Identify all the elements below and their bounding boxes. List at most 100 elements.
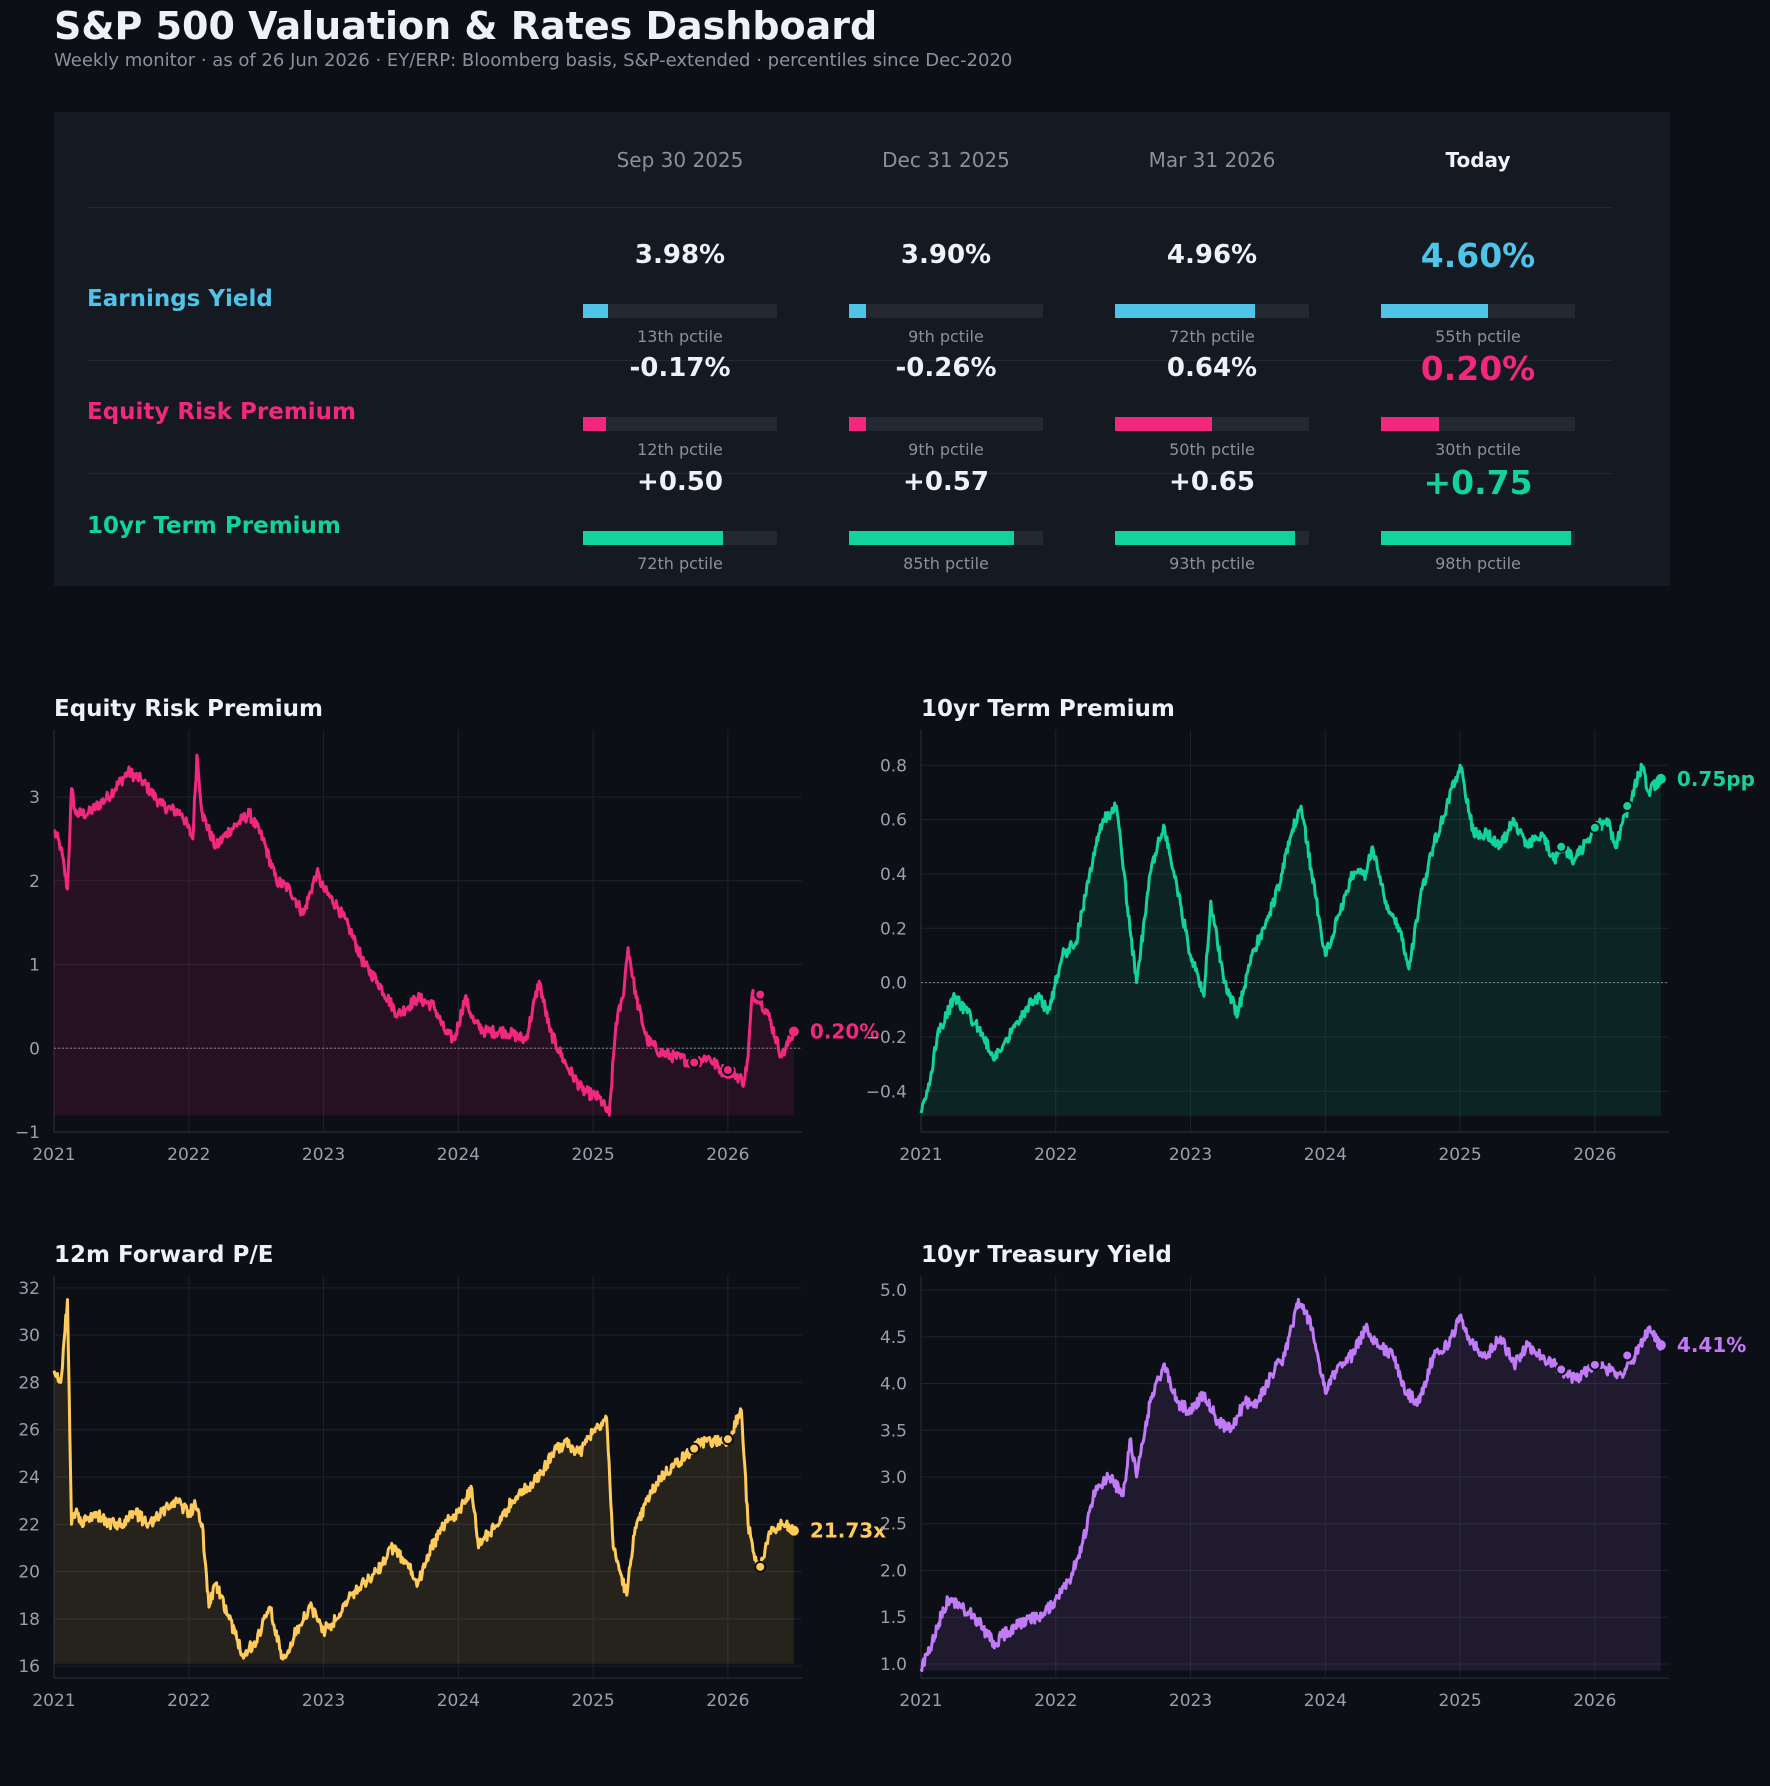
metric-value: 0.20% — [1420, 349, 1536, 388]
percentile-bar-fill — [583, 417, 607, 431]
page-title: S&P 500 Valuation & Rates Dashboard — [54, 4, 878, 48]
percentile-bar — [1115, 417, 1309, 431]
summary-panel — [54, 112, 1670, 586]
column-header: Today — [1445, 148, 1511, 172]
y-tick-label: 3.5 — [880, 1421, 907, 1441]
y-tick-label: 2.0 — [880, 1561, 907, 1581]
metric-value: -0.26% — [895, 353, 997, 383]
percentile-label: 55th pctile — [1435, 327, 1521, 346]
y-tick-label: 0.8 — [880, 756, 907, 776]
metric-value: 4.96% — [1166, 240, 1258, 270]
column-header: Dec 31 2025 — [882, 148, 1010, 172]
y-tick-label: 5.0 — [880, 1281, 907, 1301]
metric-value: -0.17% — [629, 353, 731, 383]
latest-point — [788, 1525, 799, 1536]
y-tick-label: 4.5 — [880, 1328, 907, 1348]
series-area — [921, 1299, 1661, 1671]
x-tick-label: 2021 — [899, 1691, 942, 1711]
latest-value-label: 4.41% — [1677, 1333, 1746, 1357]
chart-title: 10yr Term Premium — [921, 696, 1175, 722]
y-tick-label: 22 — [18, 1515, 40, 1535]
column-header: Mar 31 2026 — [1148, 148, 1276, 172]
y-tick-label: 2 — [29, 872, 40, 892]
metric-value: 4.60% — [1420, 236, 1536, 275]
quarter-end-point — [721, 1433, 734, 1446]
row-label: Earnings Yield — [87, 286, 273, 312]
series-area — [54, 1299, 794, 1664]
y-tick-label: 3 — [29, 788, 40, 808]
latest-point — [788, 1026, 799, 1037]
y-tick-label: 16 — [18, 1657, 40, 1677]
y-tick-label: 24 — [18, 1468, 40, 1488]
percentile-bar — [1381, 417, 1575, 431]
latest-value-label: 21.73x — [810, 1519, 886, 1543]
percentile-bar — [849, 531, 1043, 545]
percentile-label: 93th pctile — [1169, 554, 1255, 573]
y-tick-label: 26 — [18, 1421, 40, 1441]
latest-value-label: 0.75pp — [1677, 767, 1755, 791]
quarter-end-point — [1621, 1349, 1634, 1362]
y-tick-label: 0 — [29, 1039, 40, 1059]
y-tick-label: 30 — [18, 1326, 40, 1346]
percentile-label: 85th pctile — [903, 554, 989, 573]
percentile-bar — [583, 531, 777, 545]
x-tick-label: 2022 — [167, 1145, 210, 1165]
series-line — [52, 1298, 795, 1661]
x-tick-label: 2023 — [1169, 1691, 1212, 1711]
latest-point — [1655, 1340, 1666, 1351]
x-tick-label: 2026 — [1573, 1145, 1616, 1165]
series-area — [54, 755, 794, 1116]
y-tick-label: 4.0 — [880, 1375, 907, 1395]
percentile-bar-fill — [1115, 531, 1296, 545]
series-line — [919, 1297, 1663, 1673]
percentile-bar-fill — [1381, 531, 1572, 545]
percentile-label: 30th pctile — [1435, 440, 1521, 459]
percentile-bar — [1381, 304, 1575, 318]
series-area — [921, 764, 1661, 1116]
percentile-bar-fill — [1115, 417, 1212, 431]
y-tick-label: 1 — [29, 956, 40, 976]
y-tick-label: 0.0 — [880, 974, 907, 994]
metric-value: 3.98% — [634, 240, 726, 270]
percentile-label: 9th pctile — [908, 440, 984, 459]
y-tick-label: 0.2 — [880, 919, 907, 939]
chart-title: 12m Forward P/E — [54, 1242, 273, 1268]
percentile-label: 72th pctile — [637, 554, 723, 573]
quarter-end-point — [754, 1560, 767, 1573]
quarter-end-point — [688, 1442, 701, 1455]
y-tick-label: 0.6 — [880, 811, 907, 831]
y-tick-label: 20 — [18, 1563, 40, 1583]
row-label: 10yr Term Premium — [87, 513, 341, 539]
percentile-bar — [583, 304, 777, 318]
x-tick-label: 2023 — [302, 1691, 345, 1711]
percentile-bar-fill — [849, 417, 867, 431]
y-tick-label: 1.0 — [880, 1655, 907, 1675]
latest-value-label: 0.20% — [810, 1020, 879, 1044]
percentile-label: 12th pctile — [637, 440, 723, 459]
percentile-bar-fill — [1381, 304, 1488, 318]
percentile-bar-fill — [849, 531, 1014, 545]
series-line — [53, 753, 796, 1117]
x-tick-label: 2023 — [1169, 1145, 1212, 1165]
y-tick-label: 3.0 — [880, 1468, 907, 1488]
percentile-bar — [1115, 531, 1309, 545]
y-tick-label: 0.4 — [880, 865, 907, 885]
percentile-label: 98th pctile — [1435, 554, 1521, 573]
y-tick-label: 32 — [18, 1279, 40, 1299]
chart-title: Equity Risk Premium — [54, 696, 323, 722]
x-tick-label: 2024 — [1304, 1145, 1347, 1165]
x-tick-label: 2024 — [437, 1145, 480, 1165]
quarter-end-point — [1555, 840, 1568, 853]
x-tick-label: 2026 — [706, 1691, 749, 1711]
percentile-bar-fill — [1381, 417, 1440, 431]
y-tick-label: 28 — [18, 1373, 40, 1393]
percentile-bar-fill — [583, 304, 609, 318]
x-tick-label: 2021 — [32, 1691, 75, 1711]
x-tick-label: 2025 — [571, 1145, 614, 1165]
y-tick-label: −1 — [15, 1123, 40, 1143]
column-header: Sep 30 2025 — [616, 148, 744, 172]
row-divider — [87, 360, 1612, 361]
quarter-end-point — [1588, 1358, 1601, 1371]
x-tick-label: 2021 — [899, 1145, 942, 1165]
percentile-label: 72th pctile — [1169, 327, 1255, 346]
